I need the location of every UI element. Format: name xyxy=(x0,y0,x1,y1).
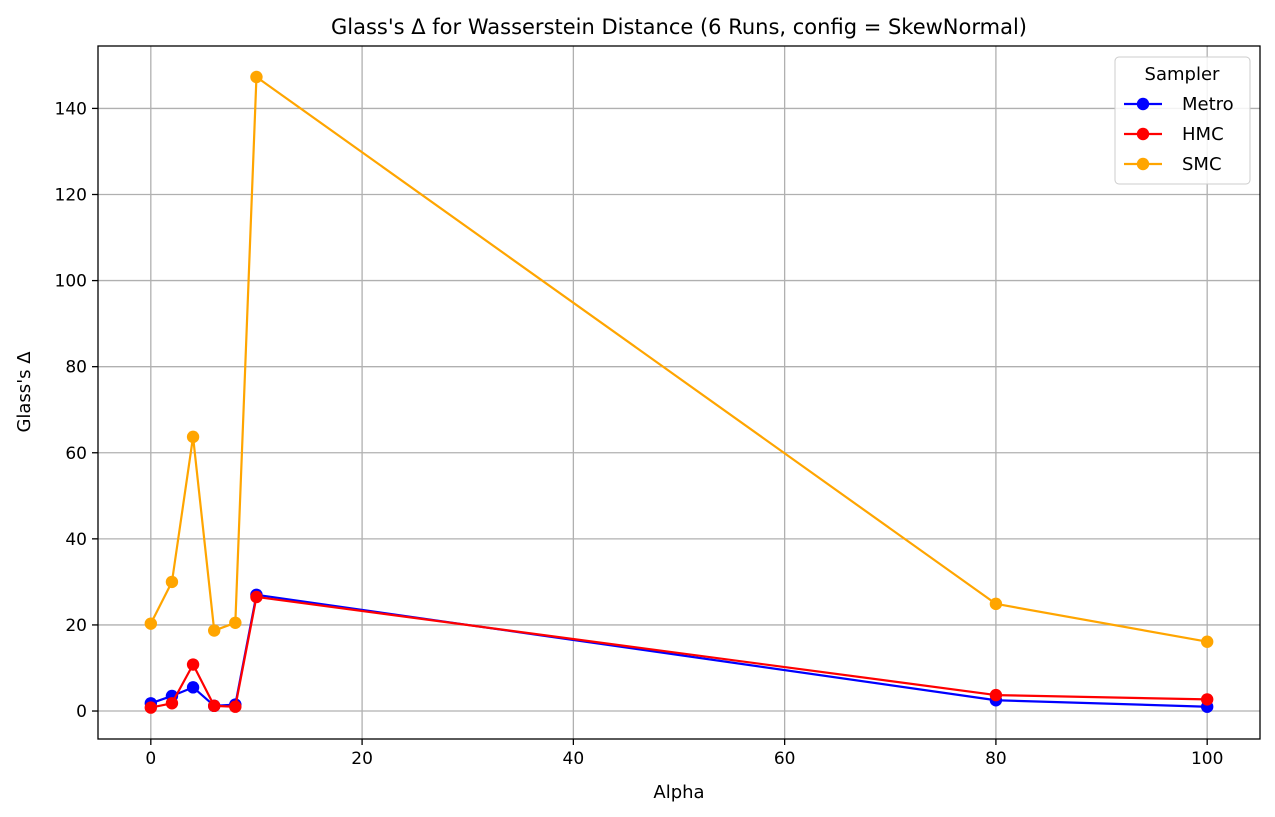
legend-items: Metro HMC SMC xyxy=(1124,94,1234,175)
x-tick-label: 60 xyxy=(774,749,796,769)
series-line-metro xyxy=(150,593,1208,708)
legend-label-hmc: HMC xyxy=(1182,124,1224,145)
data-point-smc xyxy=(165,575,179,589)
data-point-metro xyxy=(186,681,200,694)
data-point-smc xyxy=(144,617,158,630)
legend-item-smc: SMC xyxy=(1124,154,1222,175)
data-point-hmc xyxy=(229,700,242,713)
x-tick-label: 20 xyxy=(351,749,373,769)
x-tick-label: 100 xyxy=(1191,749,1223,769)
legend-label-smc: SMC xyxy=(1182,154,1222,175)
data-point-hmc xyxy=(208,699,221,713)
x-axis-label: Alpha xyxy=(653,782,704,803)
legend-marker-metro xyxy=(1136,97,1150,111)
data-point-hmc xyxy=(144,701,158,714)
data-point-hmc xyxy=(186,658,200,671)
y-tick-label: 60 xyxy=(65,444,87,464)
y-tick-label: 140 xyxy=(55,99,87,119)
series-line-smc xyxy=(149,75,1208,643)
legend-label-metro: Metro xyxy=(1182,94,1234,115)
x-tick-label: 80 xyxy=(985,749,1007,769)
legend-item-metro: Metro xyxy=(1124,94,1234,115)
legend-item-hmc: HMC xyxy=(1124,124,1224,145)
y-tick-label: 0 xyxy=(76,702,87,722)
data-point-smc xyxy=(208,624,221,637)
data-point-smc xyxy=(1200,635,1214,648)
y-tick-label: 100 xyxy=(55,272,87,292)
legend-marker-hmc xyxy=(1136,127,1150,141)
series-line-hmc xyxy=(150,595,1208,709)
y-axis-label: Glass's Δ xyxy=(14,351,35,433)
data-point-smc xyxy=(250,70,263,84)
data-point-hmc xyxy=(1200,693,1214,706)
chart-title: Glass's Δ for Wasserstein Distance (6 Ru… xyxy=(331,15,1027,39)
tick-layer: 0 20 40 60 80 100 0 20 40 60 80 100 120 140 xyxy=(55,99,1224,769)
grid-layer xyxy=(98,46,1260,739)
data-point-smc xyxy=(229,616,242,629)
legend-marker-smc xyxy=(1136,157,1150,171)
series-metro xyxy=(144,588,1214,713)
series-hmc xyxy=(144,590,1214,714)
series-smc xyxy=(144,70,1214,648)
data-point-smc xyxy=(186,430,200,444)
data-point-hmc xyxy=(165,697,179,710)
data-point-smc xyxy=(989,597,1003,611)
x-tick-label: 40 xyxy=(563,749,585,769)
y-tick-label: 120 xyxy=(55,186,87,206)
y-tick-label: 20 xyxy=(65,616,87,636)
plot-frame xyxy=(97,45,1261,740)
y-tick-label: 40 xyxy=(65,530,87,550)
series-layer xyxy=(144,70,1214,714)
x-tick-label: 0 xyxy=(145,749,156,769)
legend-box xyxy=(1114,56,1251,185)
data-point-hmc xyxy=(989,688,1003,702)
y-tick-label: 80 xyxy=(65,358,87,378)
data-point-hmc xyxy=(250,590,263,604)
legend: Sampler Metro HMC SMC xyxy=(1114,56,1251,185)
legend-title: Sampler xyxy=(1145,64,1220,85)
